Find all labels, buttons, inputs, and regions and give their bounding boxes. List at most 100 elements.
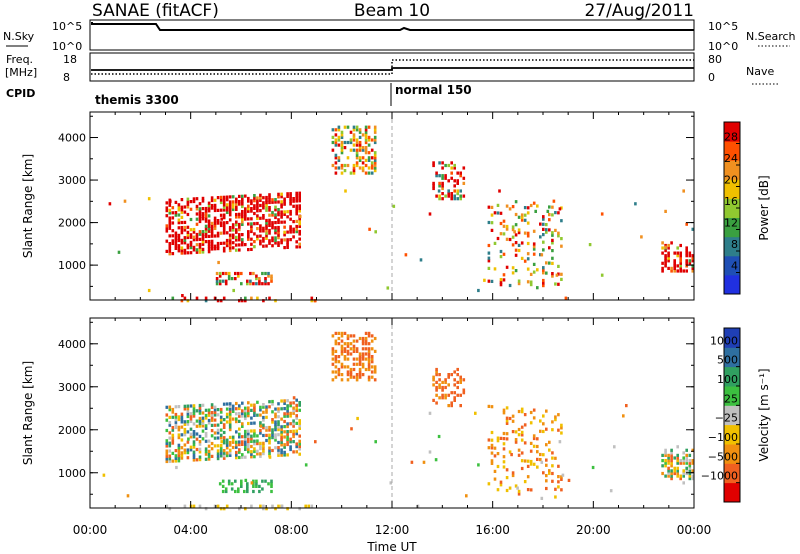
velocity-cell (262, 507, 265, 511)
velocity-cell (228, 435, 232, 439)
velocity-cell (286, 430, 289, 434)
velocity-cell (688, 453, 692, 457)
power-cell (542, 284, 545, 288)
power-cell (174, 213, 178, 217)
velocity-cell (510, 453, 513, 457)
power-cell (231, 241, 235, 245)
velocity-cell (523, 480, 527, 484)
velocity-cell (477, 463, 480, 467)
velocity-cell (225, 451, 229, 455)
velocity-cell (192, 432, 196, 436)
velocity-cell (228, 448, 232, 452)
velocity-cell (168, 441, 172, 445)
velocity-cell (358, 357, 362, 361)
velocity-cell (292, 424, 295, 428)
power-cell (222, 226, 226, 230)
velocity-cell (246, 482, 249, 486)
velocity-cell (180, 420, 184, 424)
power-cell (664, 245, 667, 249)
power-cell (673, 264, 676, 268)
velocity-cell (517, 409, 521, 414)
power-cell (186, 235, 190, 240)
power-cell (213, 226, 217, 230)
power-cell (295, 191, 298, 195)
velocity-cell (230, 482, 234, 486)
velocity-cell (283, 430, 286, 434)
velocity-cell (274, 420, 277, 424)
velocity-cell (526, 459, 530, 463)
power-cell (280, 215, 283, 219)
velocity-cell (688, 464, 692, 468)
power-cell (238, 228, 241, 232)
velocity-cell (529, 462, 533, 466)
power-cell (265, 226, 268, 230)
power-cell (548, 205, 551, 209)
velocity-cell (195, 437, 199, 441)
velocity-cell (187, 437, 190, 441)
velocity-cell (298, 447, 301, 451)
velocity-cell (237, 487, 240, 491)
velocity-cell (532, 436, 536, 441)
velocity-cell (499, 480, 503, 484)
velocity-cell (268, 449, 271, 453)
velocity-cell (250, 403, 253, 407)
velocity-cell (219, 407, 223, 412)
power-cell (441, 192, 444, 196)
power-cell (264, 277, 267, 281)
velocity-cell (220, 440, 223, 444)
power-cell (213, 203, 217, 207)
power-cell (210, 229, 214, 233)
velocity-cell (201, 419, 205, 423)
velocity-cell (247, 450, 250, 454)
power-cell (355, 163, 359, 168)
power-cell (438, 174, 441, 178)
velocity-cell (183, 433, 187, 437)
power-cell (189, 246, 193, 250)
power-cell (679, 254, 682, 258)
velocity-cell (459, 404, 462, 408)
velocity-cell (367, 331, 371, 335)
power-cell (174, 211, 178, 215)
velocity-cell (331, 352, 335, 356)
velocity-cell (198, 421, 202, 426)
power-cell (219, 213, 223, 217)
power-cell (548, 228, 551, 232)
velocity-cell (216, 457, 220, 461)
velocity-cell (235, 456, 238, 460)
velocity-cell (265, 408, 268, 412)
power-cell (546, 209, 550, 213)
power-cell (286, 230, 289, 234)
power-cell (207, 227, 211, 231)
velocity-cell (247, 429, 250, 433)
power-cell (664, 254, 667, 258)
velocity-cell (218, 482, 222, 486)
velocity-cell (283, 401, 286, 405)
power-cell (238, 233, 241, 237)
velocity-cell (370, 355, 374, 359)
velocity-cell (177, 415, 181, 419)
power-cell (517, 215, 521, 219)
velocity-cell (536, 465, 539, 469)
velocity-cell (667, 459, 670, 463)
power-cell (511, 225, 515, 229)
velocity-cell (496, 452, 500, 456)
velocity-cell (682, 456, 685, 460)
velocity-cell (560, 477, 563, 481)
power-cell (560, 277, 563, 281)
velocity-cell (238, 448, 241, 452)
power-cell (165, 226, 169, 230)
velocity-cell (459, 380, 462, 384)
power-colorbar-segment (724, 255, 740, 276)
velocity-cell (268, 441, 271, 445)
velocity-cell (277, 453, 280, 457)
velocity-colorbar-segment (724, 444, 740, 464)
velocity-cell (235, 450, 238, 455)
power-cell (664, 261, 667, 265)
velocity-cell (250, 450, 253, 454)
velocity-cell (685, 448, 688, 452)
power-cell (213, 216, 217, 220)
power-cell (244, 296, 247, 300)
velocity-cell (277, 428, 280, 432)
power-cell (511, 243, 515, 247)
power-cell (358, 166, 362, 170)
